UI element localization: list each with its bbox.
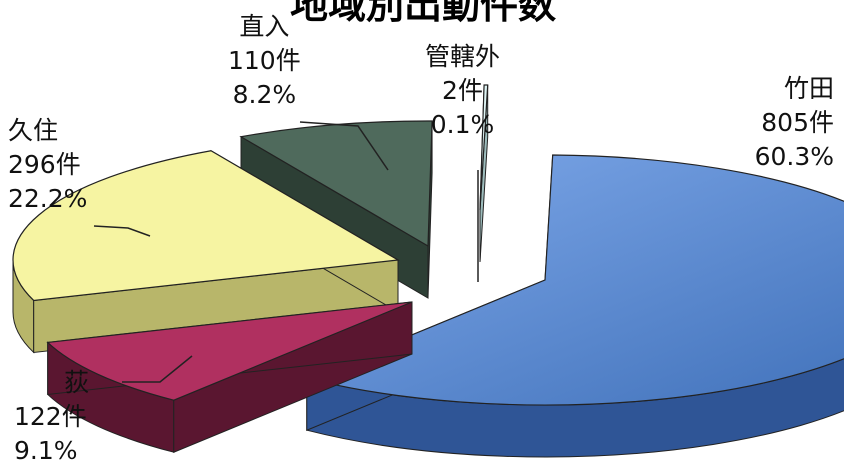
- slice-name: 直入: [239, 12, 290, 41]
- slice-taketa: [304, 154, 844, 458]
- slice-kuju: [12, 149, 400, 354]
- slice-count: 805件: [761, 108, 834, 137]
- slice-percent: 0.1%: [430, 110, 495, 139]
- leader-kuju: [93, 225, 151, 237]
- leader-ogi: [122, 355, 193, 383]
- slice-name: 荻: [64, 368, 90, 397]
- slice-kankatsugai: [479, 84, 489, 263]
- leader-naoiri: [299, 121, 389, 171]
- slice-label-ogi: 荻 122件 9.1%: [14, 366, 89, 468]
- slice-count: 2件: [442, 76, 483, 105]
- slice-count: 122件: [14, 402, 87, 431]
- chart-title: 地域別出動件数: [290, 0, 557, 27]
- slice-label-kankatsugai: 管轄外 2件 0.1%: [425, 40, 500, 142]
- slice-name: 久住: [8, 116, 59, 145]
- slice-percent: 8.2%: [232, 80, 297, 109]
- slice-label-kuju: 久住 296件 22.2%: [8, 114, 87, 216]
- slice-count: 296件: [8, 150, 81, 179]
- slice-percent: 9.1%: [14, 436, 78, 465]
- slice-name: 管轄外: [425, 42, 501, 71]
- slice-percent: 60.3%: [754, 142, 834, 171]
- slice-label-naoiri: 直入 110件 8.2%: [228, 10, 301, 112]
- slice-ogi: [46, 301, 413, 453]
- slice-label-taketa: 竹田 805件 60.3%: [742, 72, 834, 174]
- slice-percent: 22.2%: [8, 184, 88, 213]
- slice-name: 竹田: [783, 74, 834, 103]
- slice-count: 110件: [228, 46, 301, 75]
